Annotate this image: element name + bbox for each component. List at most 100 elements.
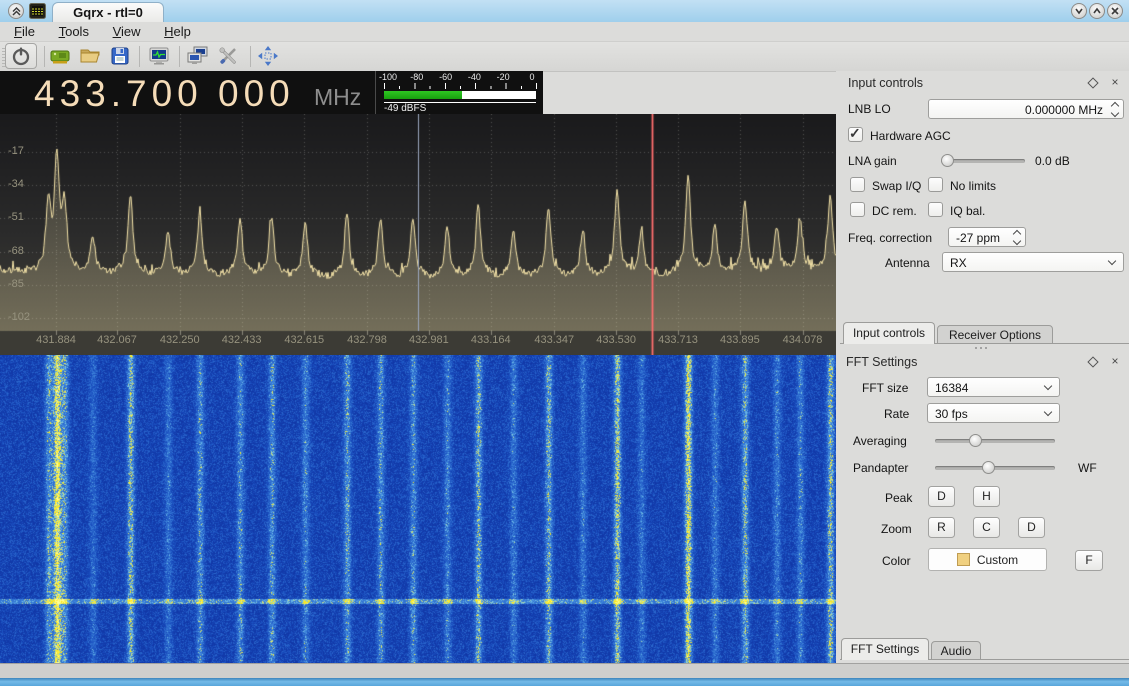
waterfall-display[interactable] (0, 355, 836, 663)
freq-correction-value: -27 ppm (956, 229, 1000, 247)
rate-combobox[interactable]: 30 fps (927, 403, 1060, 423)
dc-rem-checkbox[interactable]: ✓ (850, 202, 865, 217)
close-button[interactable] (1107, 3, 1123, 19)
toolbar-separator (139, 46, 140, 67)
spectrum-plot[interactable] (0, 114, 836, 355)
tab-input-controls[interactable]: Input controls (843, 322, 935, 344)
float-panel-icon[interactable] (1086, 76, 1100, 90)
menu-help[interactable]: Help (154, 22, 201, 42)
zoom-reset-button[interactable]: R (928, 517, 955, 538)
y-tick-label: -34 (8, 178, 24, 190)
fft-audio-tabbar: FFT Settings Audio (840, 638, 1129, 660)
y-tick-label: -51 (8, 211, 24, 223)
splitter-handle[interactable] (975, 347, 987, 349)
x-tick-label: 432.798 (347, 334, 387, 346)
y-tick-label: -17 (8, 145, 24, 157)
chevron-down-icon (1044, 408, 1052, 416)
save-button[interactable] (108, 44, 134, 69)
no-limits-checkbox[interactable]: ✓ (928, 177, 943, 192)
check-icon: ✓ (849, 125, 861, 142)
slider-thumb[interactable] (941, 154, 954, 167)
wf-label: WF (1078, 461, 1097, 475)
rate-value: 30 fps (935, 405, 968, 423)
color-custom-button[interactable]: Custom (928, 548, 1047, 571)
spinner-arrows-icon[interactable] (1014, 231, 1020, 244)
x-tick-label: 432.250 (160, 334, 200, 346)
save-icon (108, 44, 132, 68)
maximize-button[interactable] (1089, 3, 1105, 19)
menu-file[interactable]: File (4, 22, 45, 42)
pandapter-label: Pandapter (853, 461, 908, 475)
lnb-lo-spinbox[interactable]: 0.000000 MHz (928, 99, 1124, 119)
meter-scale-label: -60 (439, 72, 452, 82)
slider-thumb[interactable] (969, 434, 982, 447)
x-tick-label: 433.895 (720, 334, 760, 346)
fft-size-combobox[interactable]: 16384 (927, 377, 1060, 397)
pandapter-slider[interactable] (935, 461, 1055, 475)
freq-correction-spinbox[interactable]: -27 ppm (948, 227, 1026, 247)
gqrx-window: Gqrx - rtl=0 File Tools View Help (0, 0, 1129, 686)
freeze-button[interactable]: F (1075, 550, 1103, 571)
device-config-icon (48, 44, 72, 68)
meter-minor-ticks (384, 86, 537, 89)
x-tick-label: 434.078 (783, 334, 823, 346)
x-tick-label: 432.981 (409, 334, 449, 346)
window-title: Gqrx - rtl=0 (73, 5, 143, 20)
shade-button[interactable] (8, 3, 24, 19)
zoom-center-button[interactable]: C (973, 517, 1000, 538)
antenna-combobox[interactable]: RX (942, 252, 1124, 272)
tab-audio[interactable]: Audio (931, 641, 981, 660)
spinner-arrows-icon[interactable] (1112, 103, 1118, 116)
meter-scale-label: 0 (529, 72, 534, 82)
y-tick-label: -85 (8, 278, 24, 290)
titlebar[interactable]: Gqrx - rtl=0 (0, 0, 1129, 23)
float-panel-icon[interactable] (1086, 355, 1100, 369)
lna-gain-value: 0.0 dB (1035, 154, 1070, 168)
y-tick-label: -102 (8, 311, 30, 323)
power-button[interactable] (5, 43, 37, 69)
remote-control-button[interactable] (186, 44, 212, 69)
lnb-lo-label: LNB LO (848, 102, 891, 116)
swap-iq-label: Swap I/Q (872, 179, 921, 193)
double-chevron-up-icon (11, 6, 22, 17)
swap-iq-checkbox[interactable]: ✓ (850, 177, 865, 192)
toolbar (0, 42, 1129, 72)
hardware-agc-label: Hardware AGC (870, 129, 951, 143)
device-config-button[interactable] (48, 44, 74, 69)
x-tick-label: 431.884 (36, 334, 76, 346)
toolbar-separator (179, 46, 180, 67)
x-tick-label: 433.164 (471, 334, 511, 346)
peak-detect-button[interactable]: D (928, 486, 955, 507)
x-tick-label: 432.433 (222, 334, 262, 346)
frequency-display[interactable]: 433.700 000 MHz (0, 71, 375, 114)
open-file-button[interactable] (78, 44, 104, 69)
start-dsp-button[interactable] (147, 44, 173, 69)
toolbar-separator (250, 46, 251, 67)
averaging-slider[interactable] (935, 434, 1055, 448)
input-controls-title: Input controls (848, 76, 923, 90)
zoom-demod-button[interactable]: D (1018, 517, 1045, 538)
tab-receiver-options[interactable]: Receiver Options (937, 325, 1053, 344)
close-panel-icon[interactable]: × (1108, 354, 1122, 368)
slider-track (935, 439, 1055, 443)
menu-tools[interactable]: Tools (49, 22, 99, 42)
fft-size-label: FFT size (862, 381, 908, 395)
menu-view[interactable]: View (103, 22, 151, 42)
chevron-up-icon (1092, 6, 1102, 16)
status-bar (0, 663, 1129, 678)
iq-bal-checkbox[interactable]: ✓ (928, 202, 943, 217)
tab-fft-settings[interactable]: FFT Settings (841, 638, 929, 660)
tools-button[interactable] (216, 44, 242, 69)
chevron-down-icon (1074, 6, 1084, 16)
lna-gain-slider[interactable] (941, 154, 1025, 168)
frequency-unit: MHz (314, 84, 361, 111)
fullscreen-button[interactable] (256, 44, 282, 69)
hardware-agc-checkbox[interactable]: ✓ (848, 127, 863, 142)
frequency-digits[interactable]: 433.700 000 (34, 73, 295, 115)
meter-scale-label: -80 (410, 72, 423, 82)
zoom-label: Zoom (881, 522, 912, 536)
peak-hold-button[interactable]: H (973, 486, 1000, 507)
close-panel-icon[interactable]: × (1108, 75, 1122, 89)
slider-thumb[interactable] (982, 461, 995, 474)
minimize-button[interactable] (1071, 3, 1087, 19)
